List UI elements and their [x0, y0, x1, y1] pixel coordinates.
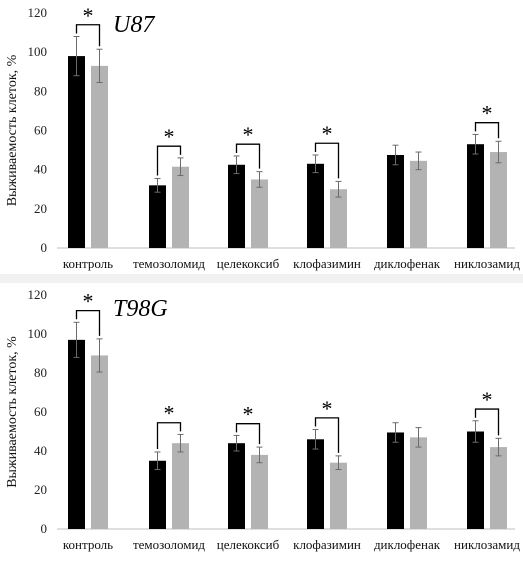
- y-axis-label: Выживаемость клеток, %: [5, 54, 20, 206]
- significance-bracket: [156, 422, 182, 449]
- significance-bracket: [75, 309, 101, 336]
- bar-black: [467, 144, 484, 248]
- bar-black: [68, 56, 85, 249]
- x-category-label: контроль: [63, 537, 113, 552]
- bar-black: [149, 185, 166, 248]
- bar-gray: [172, 166, 189, 248]
- x-category-label: темозоломид: [133, 537, 205, 552]
- significance-bracket: [235, 143, 261, 169]
- significance-bracket: [314, 417, 340, 453]
- significance-bracket: [474, 408, 500, 436]
- bar-black: [149, 460, 166, 529]
- x-category-label: клофазимин: [293, 256, 361, 271]
- bar-gray: [330, 462, 347, 529]
- x-category-label: диклофенак: [374, 537, 441, 552]
- y-tick-label: 120: [28, 287, 48, 302]
- significance-star: *: [322, 396, 333, 421]
- bar-chart-t98g: 0 20 40 60 80 100 120 Выживаемость клеток, % T98…: [5, 287, 520, 552]
- y-tick-label: 20: [34, 201, 47, 216]
- y-tick-label: 0: [41, 521, 48, 536]
- chart-panel-u87: 0 20 40 60 80 100 120 Выживаемость клеток, % U87…: [0, 0, 523, 274]
- bar-black: [307, 439, 324, 529]
- significance-star: *: [83, 289, 94, 314]
- bar-black: [387, 432, 404, 529]
- y-tick-label: 100: [28, 326, 48, 341]
- bar-black: [387, 154, 404, 248]
- significance-bracket: [314, 142, 340, 179]
- x-category-label: целекоксиб: [217, 537, 280, 552]
- significance-star: *: [482, 101, 493, 126]
- y-tick-label: 100: [28, 44, 48, 59]
- y-axis-label: Выживаемость клеток, %: [5, 336, 20, 488]
- bar-gray: [172, 443, 189, 529]
- chart-panel-t98g: 0 20 40 60 80 100 120 Выживаемость клеток, % T98…: [0, 283, 523, 567]
- bar-gray: [91, 355, 108, 529]
- significance-bracket: [474, 122, 500, 139]
- bar-black: [68, 339, 85, 529]
- significance-star: *: [243, 122, 254, 147]
- bar-black: [228, 164, 245, 248]
- bar-gray: [330, 189, 347, 248]
- bar-black: [307, 163, 324, 248]
- x-category-label: контроль: [63, 256, 113, 271]
- x-category-label: никлозамид: [454, 537, 520, 552]
- y-tick-label: 60: [34, 123, 47, 138]
- y-tick-label: 20: [34, 482, 47, 497]
- bar-gray: [490, 447, 507, 529]
- chart-title: T98G: [113, 296, 168, 322]
- bar-gray: [251, 454, 268, 529]
- x-category-label: темозоломид: [133, 256, 205, 271]
- panel-separator: [0, 274, 523, 283]
- y-tick-label: 40: [34, 443, 47, 458]
- significance-star: *: [243, 402, 254, 427]
- x-category-label: диклофенак: [374, 256, 441, 271]
- significance-bracket: [75, 24, 101, 47]
- y-tick-label: 80: [34, 365, 47, 380]
- x-category-label: целекоксиб: [217, 256, 280, 271]
- y-tick-label: 80: [34, 83, 47, 98]
- bar-gray: [410, 160, 427, 248]
- x-category-label: никлозамид: [454, 256, 520, 271]
- x-category-label: клофазимин: [293, 537, 361, 552]
- significance-bracket: [156, 145, 182, 176]
- chart-title: U87: [113, 12, 155, 38]
- bar-gray: [410, 437, 427, 529]
- significance-bracket: [235, 423, 261, 445]
- significance-star: *: [83, 3, 94, 28]
- y-tick-label: 120: [28, 5, 48, 20]
- bar-gray: [91, 65, 108, 248]
- y-tick-label: 0: [41, 240, 48, 255]
- significance-star: *: [164, 401, 175, 426]
- significance-star: *: [322, 121, 333, 146]
- y-tick-label: 60: [34, 404, 47, 419]
- bar-black: [228, 443, 245, 529]
- significance-star: *: [164, 124, 175, 149]
- bar-black: [467, 431, 484, 529]
- bar-chart-u87: 0 20 40 60 80 100 120 Выживаемость клеток, % U87…: [5, 3, 520, 271]
- bar-gray: [251, 179, 268, 248]
- bar-gray: [490, 152, 507, 248]
- y-tick-label: 40: [34, 162, 47, 177]
- significance-star: *: [482, 387, 493, 412]
